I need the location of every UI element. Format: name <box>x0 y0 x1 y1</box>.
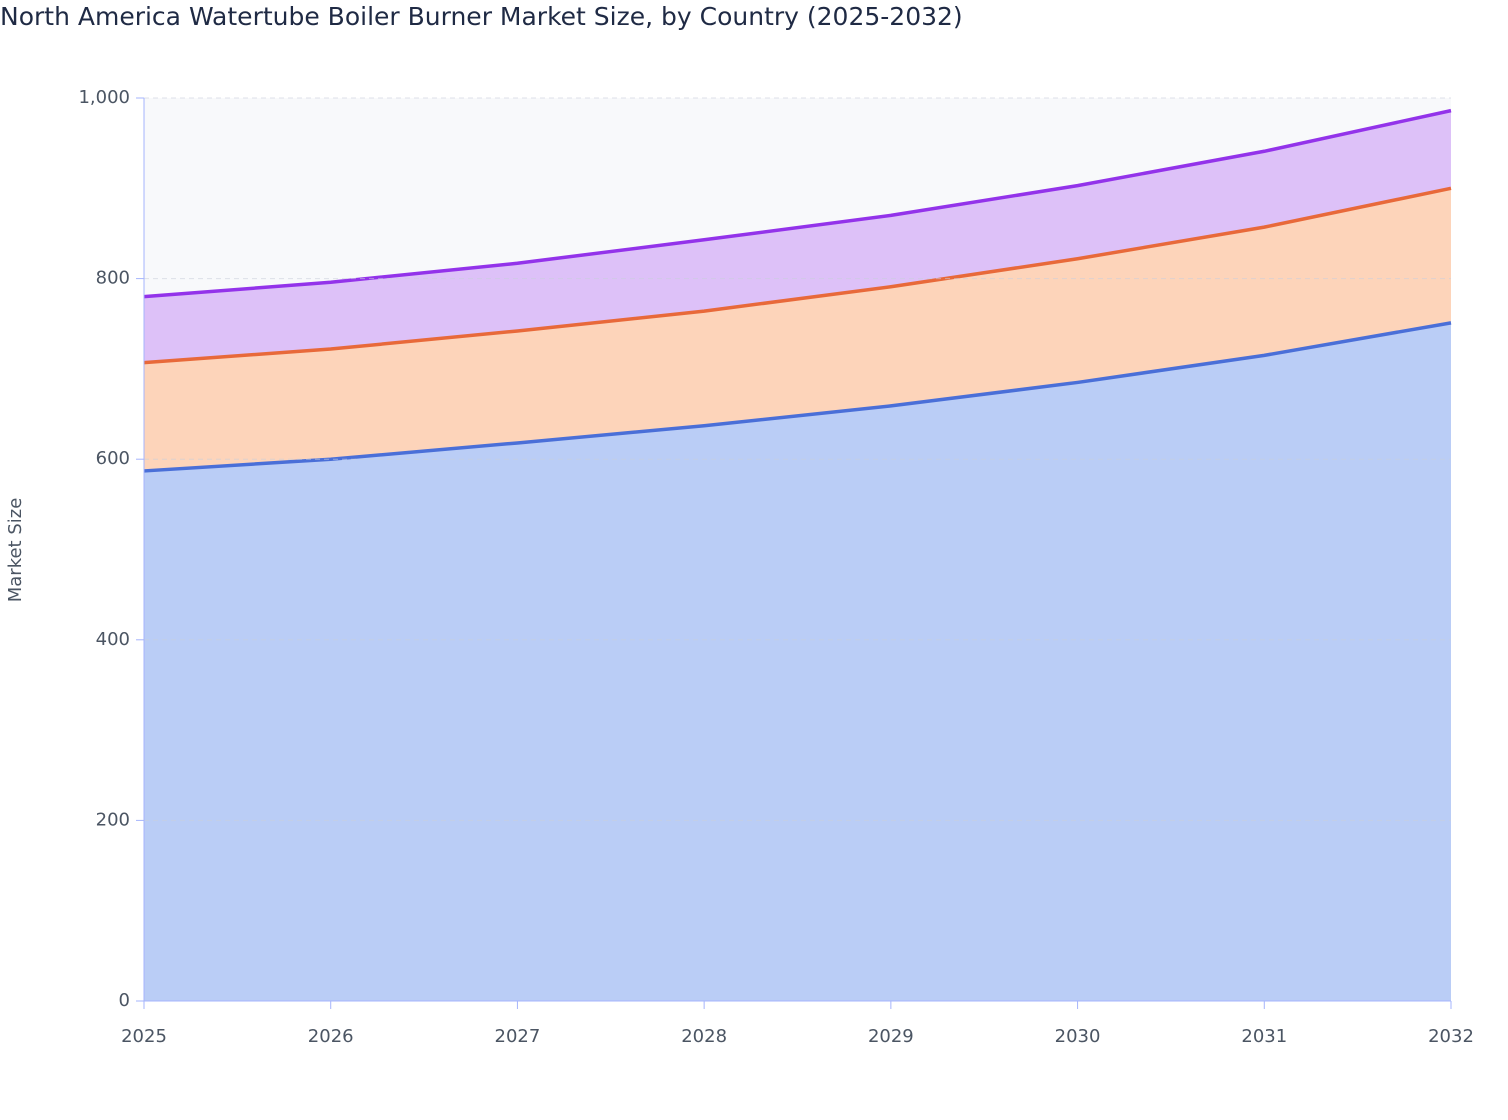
x-tick-label: 2027 <box>495 1026 541 1047</box>
y-tick-label: 400 <box>96 629 130 650</box>
y-tick-label: 1,000 <box>78 87 130 108</box>
area <box>144 110 1451 363</box>
line <box>143 321 1452 473</box>
y-axis-label: Market Size <box>5 498 26 603</box>
x-tick-label: 2029 <box>868 1026 914 1047</box>
x-tick-label: 2028 <box>681 1026 727 1047</box>
x-tick-label: 2032 <box>1428 1026 1474 1047</box>
line <box>143 186 1452 365</box>
x-tick-label: 2026 <box>308 1026 354 1047</box>
y-tick-label: 0 <box>119 990 130 1011</box>
x-tick-label: 2030 <box>1055 1026 1101 1047</box>
x-tick-label: 2025 <box>121 1026 167 1047</box>
y-tick-label: 600 <box>96 448 130 469</box>
area <box>144 322 1451 1001</box>
chart-title: North America Watertube Boiler Burner Ma… <box>0 2 963 31</box>
y-tick-label: 800 <box>96 268 130 289</box>
x-tick-label: 2031 <box>1241 1026 1287 1047</box>
y-tick-label: 200 <box>96 809 130 830</box>
area <box>144 188 1451 471</box>
